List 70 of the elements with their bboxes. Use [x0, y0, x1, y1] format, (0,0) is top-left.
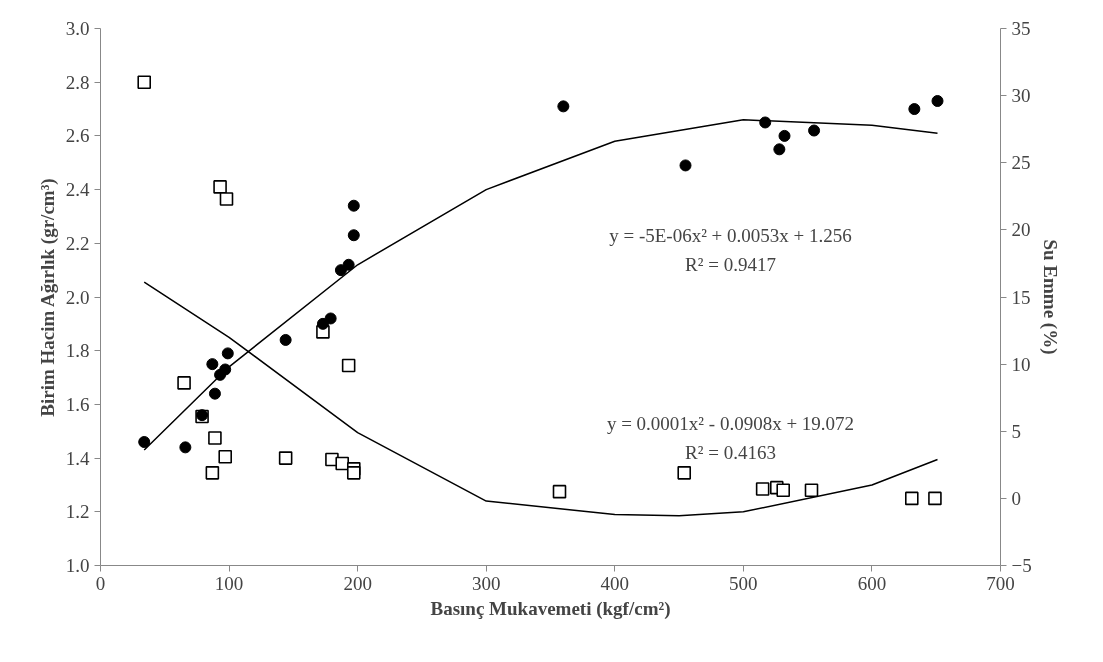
point: [804, 483, 819, 498]
point: [776, 483, 791, 498]
point: [342, 258, 355, 271]
point: [179, 441, 192, 454]
x-tick-label: 200: [343, 572, 372, 594]
point: [218, 449, 233, 464]
point: [219, 192, 234, 206]
annotation: y = -5E-06x² + 0.0053x + 1.256: [609, 224, 852, 246]
point: [347, 229, 360, 242]
point: [808, 124, 821, 137]
y-axis-title: Birim Hacim Ağırlık (gr/cm³): [36, 178, 59, 417]
y2-tick-label: 5: [1011, 420, 1021, 442]
annotation: y = 0.0001x² - 0.0908x + 19.072: [606, 412, 855, 434]
point: [205, 466, 220, 480]
x-tick-label: 100: [214, 572, 244, 594]
x-tick-label: 600: [857, 572, 887, 594]
point: [677, 466, 692, 480]
point: [137, 75, 152, 89]
point: [213, 180, 227, 194]
y-tick-label: 2.2: [65, 232, 90, 254]
point: [334, 264, 347, 277]
point: [335, 456, 350, 471]
point: [552, 484, 567, 499]
point: [755, 482, 770, 496]
point: [278, 451, 293, 465]
y-tick-label: 1.2: [65, 501, 90, 523]
point: [778, 129, 791, 142]
y-tick-label: 1.0: [65, 555, 90, 576]
point: [208, 387, 221, 400]
point: [346, 466, 361, 480]
x-tick-label: 0: [95, 572, 106, 594]
point: [557, 100, 570, 113]
y2-tick-label: 10: [1011, 353, 1031, 375]
y-tick-label: 2.6: [65, 125, 90, 147]
y-tick-label: 2.0: [65, 286, 90, 308]
point: [324, 312, 337, 325]
point: [279, 333, 292, 346]
x-tick-label: 500: [729, 572, 758, 594]
point: [208, 431, 222, 445]
x-tick-label: 300: [471, 572, 501, 594]
y2-tick-label: 30: [1011, 85, 1031, 107]
y-tick-label: 2.4: [65, 179, 90, 201]
point: [773, 143, 786, 156]
point: [206, 358, 219, 371]
point: [679, 159, 692, 172]
point: [221, 347, 234, 360]
y-tick-label: 2.8: [65, 71, 90, 93]
y2-tick-label: 25: [1011, 152, 1031, 174]
point: [341, 358, 356, 373]
y-tick-label: 1.8: [65, 340, 90, 362]
y2-tick-label: 15: [1011, 286, 1031, 308]
x-axis-title: Basınç Mukavemeti (kgf/cm²): [430, 597, 671, 620]
point: [928, 491, 942, 506]
point: [177, 376, 191, 390]
point: [347, 199, 360, 212]
point: [908, 103, 921, 116]
y2-tick-label: 20: [1011, 219, 1031, 241]
y2-tick-label: 35: [1011, 18, 1031, 39]
point: [904, 491, 919, 506]
y2-tick-label: 0: [1011, 487, 1021, 509]
y-tick-label: 1.6: [65, 393, 90, 415]
y-tick-label: 3.0: [65, 18, 90, 39]
y-tick-label: 1.4: [65, 447, 90, 469]
annotation: R² = 0.9417: [685, 254, 776, 276]
annotation: R² = 0.4163: [685, 442, 776, 464]
point: [931, 95, 944, 107]
point: [316, 317, 329, 330]
y2-axis-title: Su Emme (%): [1038, 239, 1061, 355]
x-tick-label: 400: [600, 572, 630, 594]
point: [138, 436, 151, 448]
